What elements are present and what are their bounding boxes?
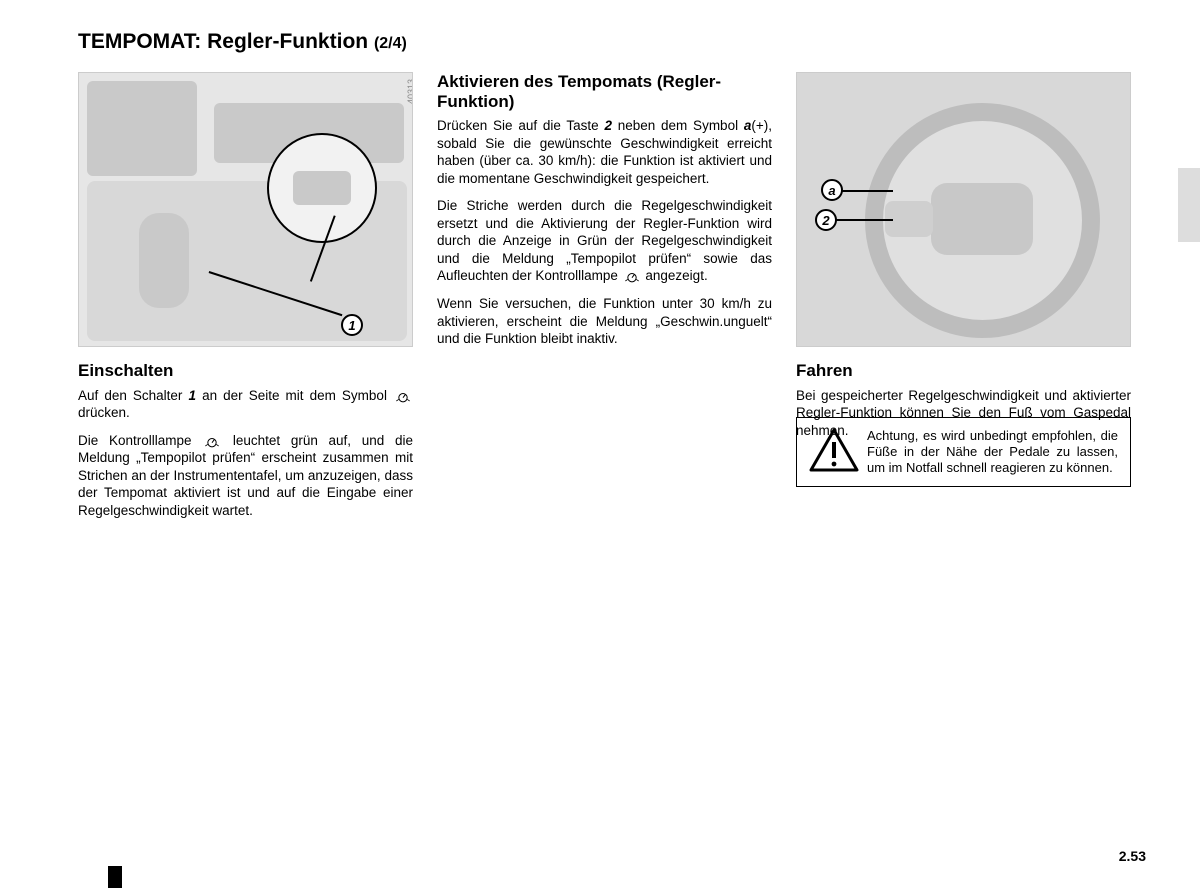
ref-2: 2	[604, 118, 612, 133]
callout-1: 1	[341, 314, 363, 336]
page-number: 2.53	[1119, 848, 1146, 864]
callout-1-label: 1	[348, 318, 355, 333]
t: neben dem Symbol	[612, 118, 744, 133]
figure-steering-wheel: 39170 a 2	[796, 72, 1131, 347]
column-1: 40313 1 Einschalten Auf den Schalter 1 a…	[78, 72, 413, 529]
image-code: 40313	[406, 79, 413, 104]
callout-a: a	[821, 179, 843, 201]
t: Drücken Sie auf die Taste	[437, 118, 604, 133]
warning-text: Achtung, es wird unbedingt empfohlen, di…	[867, 428, 1118, 476]
para-aktivieren-2: Die Striche werden durch die Regelgeschw…	[437, 197, 772, 285]
para-aktivieren-3: Wenn Sie versuchen, die Funktion unter 3…	[437, 295, 772, 348]
title-page-part: (2/4)	[374, 35, 407, 52]
ref-1: 1	[189, 388, 197, 403]
heading-aktivieren: Aktivieren des Tempomats (Regler-Funktio…	[437, 72, 772, 111]
t: angezeigt.	[645, 268, 707, 283]
callout-a-label: a	[828, 183, 835, 198]
t: drücken.	[78, 405, 130, 420]
callout-2: 2	[815, 209, 837, 231]
side-tab	[1178, 168, 1200, 242]
warning-box: Achtung, es wird unbedingt empfohlen, di…	[796, 417, 1131, 488]
para-einschalten-2: Die Kontrolllampe leuchtet grün auf, und…	[78, 432, 413, 520]
t: Die Kontrolllampe	[78, 433, 202, 448]
heading-einschalten: Einschalten	[78, 361, 413, 381]
warning-icon	[809, 428, 859, 472]
column-3: 39170 a 2 Fahren Bei gespeicherter Regel…	[796, 72, 1131, 529]
column-2: Aktivieren des Tempomats (Regler-Funktio…	[437, 72, 772, 529]
t: Auf den Schalter	[78, 388, 189, 403]
cruise-icon	[202, 434, 222, 448]
figure-gearshift: 40313 1	[78, 72, 413, 347]
title-main: TEMPOMAT: Regler-Funktion	[78, 30, 374, 53]
callout-2-label: 2	[822, 213, 829, 228]
cruise-icon	[622, 269, 642, 283]
cruise-icon	[393, 389, 413, 403]
footer-mark	[108, 866, 122, 888]
t: Die Striche werden durch die Regelgeschw…	[437, 198, 772, 283]
para-aktivieren-1: Drücken Sie auf die Taste 2 neben dem Sy…	[437, 117, 772, 187]
para-einschalten-1: Auf den Schalter 1 an der Seite mit dem …	[78, 387, 413, 422]
heading-fahren: Fahren	[796, 361, 1131, 381]
t: an der Seite mit dem Symbol	[196, 388, 393, 403]
page-title: TEMPOMAT: Regler-Funktion (2/4)	[78, 30, 1150, 54]
